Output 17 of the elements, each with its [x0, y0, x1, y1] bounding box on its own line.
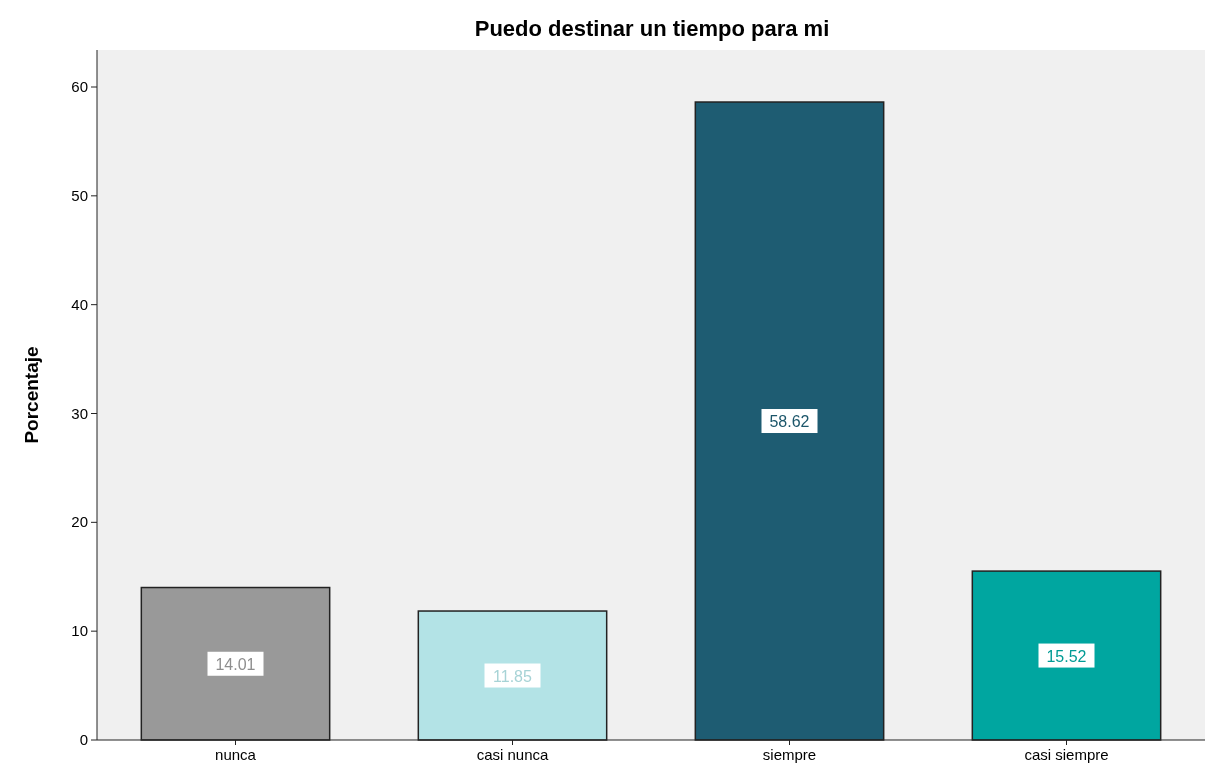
y-tick-label: 30: [71, 404, 88, 422]
y-tick-label: 60: [71, 78, 88, 95]
data-label: 11.85: [493, 667, 533, 685]
x-tick-label: nunca: [215, 746, 257, 763]
data-label: 14.01: [215, 655, 256, 673]
y-tick-label: 0: [79, 731, 88, 748]
chart-title: Puedo destinar un tiempo para mi: [474, 16, 830, 41]
data-label: 58.62: [769, 413, 810, 431]
y-tick-label: 10: [71, 622, 88, 640]
x-tick-label: casi siempre: [1024, 746, 1109, 763]
y-tick-label: 40: [71, 295, 88, 313]
y-axis-title: Porcentaje: [21, 346, 42, 444]
x-tick-label: siempre: [762, 746, 817, 763]
y-tick-label: 20: [71, 513, 88, 531]
x-tick-label: casi nunca: [476, 746, 550, 763]
y-tick-label: 50: [71, 186, 88, 204]
data-label: 15.52: [1046, 647, 1087, 665]
